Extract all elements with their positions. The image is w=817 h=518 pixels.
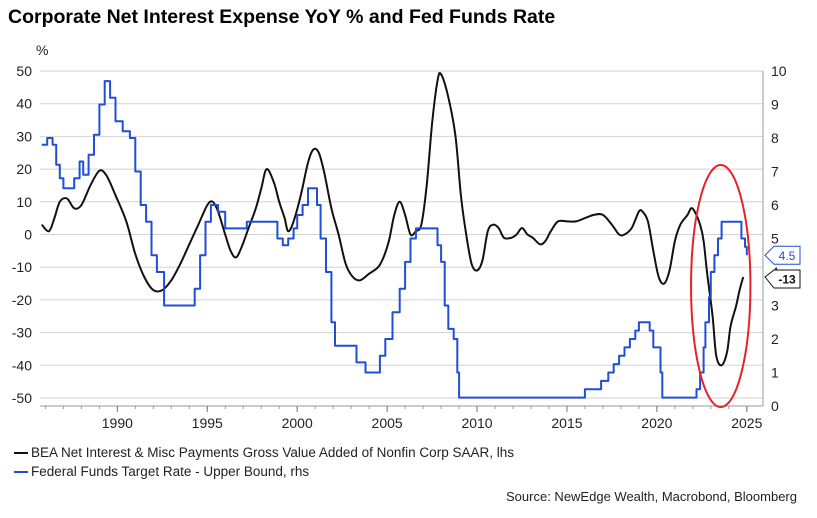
right-tick-label: 3 (771, 298, 779, 314)
right-axis-ticks: 109876543210 (771, 63, 787, 414)
annotation-oval-shape (690, 164, 752, 408)
series-lines (41, 71, 748, 399)
left-axis-unit: % (36, 42, 48, 58)
legend-item-interest: BEA Net Interest & Misc Payments Gross V… (14, 445, 514, 460)
x-tick-label: 2010 (461, 415, 492, 431)
right-tick-label: 10 (771, 63, 787, 79)
left-tick-label: 20 (16, 161, 32, 177)
x-tick-label: 2025 (731, 415, 762, 431)
left-axis-ticks: 50 40 30 20 10 0 -10 -20 -30 -40 -50 (12, 63, 32, 406)
x-tick-label: 2005 (372, 415, 403, 431)
right-tick-label: 6 (771, 197, 779, 213)
x-tick-label: 1995 (192, 415, 223, 431)
right-tick-label: 7 (771, 164, 779, 180)
annotation-oval (690, 164, 752, 408)
legend-swatch-blue (14, 471, 28, 474)
legend-swatch-black (14, 452, 28, 455)
chart-title: Corporate Net Interest Expense YoY % and… (8, 6, 556, 28)
left-tick-label: -50 (12, 390, 32, 406)
left-tick-label: 10 (16, 194, 32, 210)
legend-label-interest: BEA Net Interest & Misc Payments Gross V… (31, 445, 514, 460)
legend-item-fedfunds: Federal Funds Target Rate - Upper Bound,… (14, 464, 309, 479)
series-line-fedfunds (41, 80, 748, 399)
left-tick-label: 50 (16, 63, 32, 79)
right-tick-label: 0 (771, 398, 779, 414)
left-tick-label: 0 (24, 227, 32, 243)
end-label-box (764, 245, 801, 265)
end-label-box (764, 269, 801, 289)
end-labels: -13 4.5 (764, 245, 801, 289)
left-tick-label: -20 (12, 292, 32, 308)
x-tick-label: 1990 (102, 415, 133, 431)
end-label-interest: -13 (778, 273, 796, 287)
right-tick-label: 2 (771, 331, 779, 347)
left-tick-label: 40 (16, 96, 32, 112)
left-tick-label: -30 (12, 325, 32, 341)
gridlines (40, 70, 764, 412)
right-tick-label: 1 (771, 365, 779, 381)
x-axis-ticks: 1990 1995 2000 2005 2010 2015 2020 2025 (102, 415, 763, 431)
x-tick-label: 2000 (282, 415, 313, 431)
source-note: Source: NewEdge Wealth, Macrobond, Bloom… (506, 489, 797, 504)
left-tick-label: -10 (12, 259, 32, 275)
left-tick-label: -40 (12, 357, 32, 373)
end-label-fedfunds: 4.5 (779, 249, 796, 263)
left-tick-label: 30 (16, 128, 32, 144)
right-tick-label: 9 (771, 97, 779, 113)
legend-label-fedfunds: Federal Funds Target Rate - Upper Bound,… (31, 464, 310, 479)
right-tick-label: 5 (771, 231, 779, 247)
x-tick-label: 2015 (551, 415, 582, 431)
x-tick-label: 2020 (641, 415, 672, 431)
series-line-interest (41, 71, 745, 367)
right-tick-label: 8 (771, 130, 779, 146)
